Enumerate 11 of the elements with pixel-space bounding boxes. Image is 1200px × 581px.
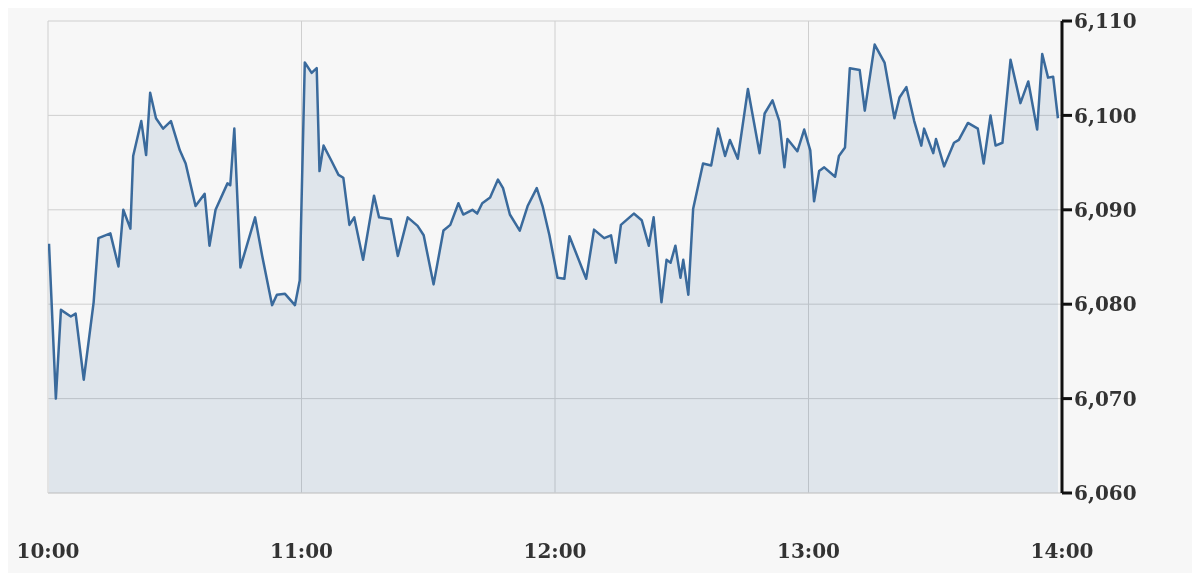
y-tick-label: 6,110 xyxy=(1074,9,1137,34)
x-tick-label: 12:00 xyxy=(523,539,587,564)
y-tick-label: 6,090 xyxy=(1074,197,1137,222)
x-tick-label: 11:00 xyxy=(269,539,334,564)
y-tick-label: 6,100 xyxy=(1074,103,1137,128)
y-tick-label: 6,060 xyxy=(1074,481,1137,506)
x-tick-label: 13:00 xyxy=(776,539,841,564)
x-tick-label: 14:00 xyxy=(1030,539,1094,564)
y-tick-label: 6,080 xyxy=(1074,292,1137,317)
x-tick-label: 10:00 xyxy=(16,539,80,564)
y-tick-label: 6,070 xyxy=(1074,386,1137,411)
